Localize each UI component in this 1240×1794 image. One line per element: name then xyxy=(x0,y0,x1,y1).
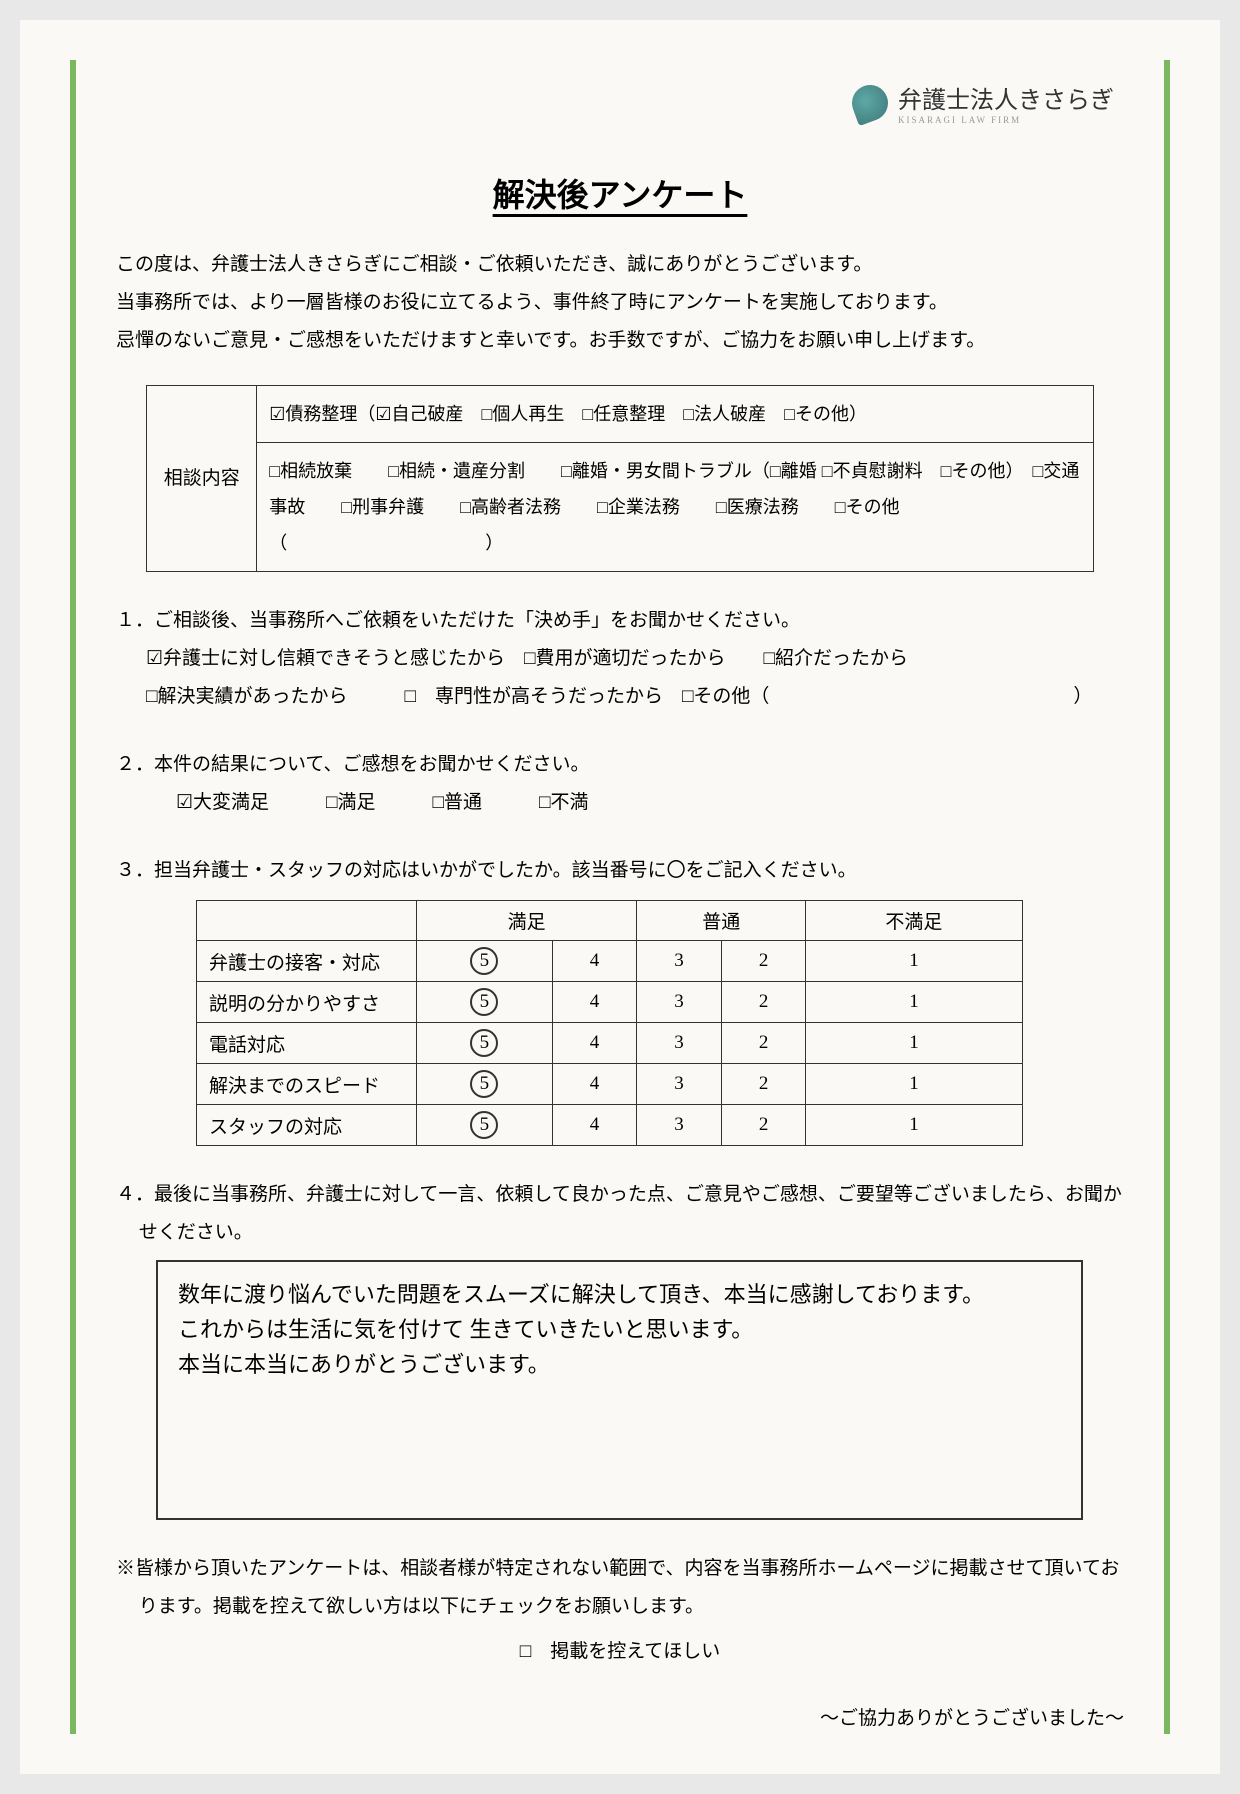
logo-area: 弁護士法人きさらぎ KISARAGI LAW FIRM xyxy=(852,80,1114,125)
rating-row-label: 解決までのスピード xyxy=(197,1064,417,1105)
circled-rating: 5 xyxy=(470,1111,498,1139)
q2-options[interactable]: ☑大変満足 □満足 □普通 □不満 xyxy=(176,784,1124,822)
rating-cell[interactable]: 4 xyxy=(552,1105,637,1146)
consultation-row1[interactable]: ☑債務整理（☑自己破産 □個人再生 □任意整理 □法人破産 □その他） xyxy=(257,386,1094,443)
footer-checkbox[interactable]: □ 掲載を控えてほしい xyxy=(116,1636,1124,1663)
rating-cell[interactable]: 5 xyxy=(417,982,553,1023)
handwritten-line: 数年に渡り悩んでいた問題をスムーズに解決して頂き、本当に感謝しております。 xyxy=(178,1277,1061,1312)
intro-line: この度は、弁護士法人きさらぎにご相談・ご依頼いただき、誠にありがとうございます。 xyxy=(116,246,1124,284)
consultation-table: 相談内容 ☑債務整理（☑自己破産 □個人再生 □任意整理 □法人破産 □その他）… xyxy=(146,385,1094,572)
q1-options-line2[interactable]: □解決実績があったから □ 専門性が高そうだったから □その他（ ） xyxy=(146,678,1124,716)
rating-cell[interactable]: 4 xyxy=(552,1064,637,1105)
rating-cell[interactable]: 5 xyxy=(417,1064,553,1105)
content-border: 弁護士法人きさらぎ KISARAGI LAW FIRM 解決後アンケート この度… xyxy=(70,60,1170,1734)
rating-row-label: スタッフの対応 xyxy=(197,1105,417,1146)
rating-cell[interactable]: 5 xyxy=(417,941,553,982)
thanks-text: ～ご協力ありがとうございました～ xyxy=(116,1703,1124,1730)
logo-text-wrap: 弁護士法人きさらぎ KISARAGI LAW FIRM xyxy=(898,80,1114,125)
rating-row-label: 説明の分かりやすさ xyxy=(197,982,417,1023)
rating-row-label: 弁護士の接客・対応 xyxy=(197,941,417,982)
rating-header: 満足 xyxy=(417,901,637,941)
circled-rating: 5 xyxy=(470,947,498,975)
rating-cell[interactable]: 5 xyxy=(417,1023,553,1064)
rating-cell[interactable]: 1 xyxy=(806,1064,1022,1105)
intro-line: 忌憚のないご意見・ご感想をいただけますと幸いです。お手数ですが、ご協力をお願い申… xyxy=(116,322,1124,360)
circled-rating: 5 xyxy=(470,988,498,1016)
consultation-row2[interactable]: □相続放棄 □相続・遺産分割 □離婚・男女間トラブル（□離婚 □不貞慰謝料 □そ… xyxy=(257,443,1094,572)
rating-cell[interactable]: 3 xyxy=(637,1064,722,1105)
q3-text: ３．担当弁護士・スタッフの対応はいかがでしたか。該当番号に〇をご記入ください。 xyxy=(116,852,1124,890)
q1-text: １．ご相談後、当事務所へご依頼をいただけた「決め手」をお聞かせください。 xyxy=(116,602,1124,640)
rating-cell[interactable]: 1 xyxy=(806,982,1022,1023)
rating-row: 弁護士の接客・対応 5 4321 xyxy=(197,941,1023,982)
comment-box[interactable]: 数年に渡り悩んでいた問題をスムーズに解決して頂き、本当に感謝しております。 これ… xyxy=(156,1260,1083,1520)
rating-cell[interactable]: 3 xyxy=(637,982,722,1023)
q2-text: ２．本件の結果について、ご感想をお聞かせください。 xyxy=(116,746,1124,784)
rating-cell[interactable]: 2 xyxy=(721,1023,806,1064)
rating-row: 解決までのスピード 5 4321 xyxy=(197,1064,1023,1105)
rating-cell[interactable]: 2 xyxy=(721,1064,806,1105)
rating-cell[interactable]: 1 xyxy=(806,941,1022,982)
rating-cell[interactable]: 3 xyxy=(637,1023,722,1064)
company-name: 弁護士法人きさらぎ xyxy=(898,88,1114,114)
q1-options-line1[interactable]: ☑弁護士に対し信頼できそうと感じたから □費用が適切だったから □紹介だったから xyxy=(146,640,1124,678)
rating-cell[interactable]: 3 xyxy=(637,941,722,982)
circled-rating: 5 xyxy=(470,1029,498,1057)
circled-rating: 5 xyxy=(470,1070,498,1098)
rating-header xyxy=(197,901,417,941)
rating-cell[interactable]: 4 xyxy=(552,982,637,1023)
rating-cell[interactable]: 1 xyxy=(806,1023,1022,1064)
footer-note: ※皆様から頂いたアンケートは、相談者様が特定されない範囲で、内容を当事務所ホーム… xyxy=(116,1550,1124,1626)
rating-row: 説明の分かりやすさ 5 4321 xyxy=(197,982,1023,1023)
rating-row: 電話対応 5 4321 xyxy=(197,1023,1023,1064)
rating-header: 不満足 xyxy=(806,901,1022,941)
page: 弁護士法人きさらぎ KISARAGI LAW FIRM 解決後アンケート この度… xyxy=(20,20,1220,1774)
rating-row-label: 電話対応 xyxy=(197,1023,417,1064)
rating-header: 普通 xyxy=(637,901,806,941)
handwritten-line: これからは生活に気を付けて 生きていきたいと思います。 xyxy=(178,1312,1061,1347)
rating-cell[interactable]: 2 xyxy=(721,1105,806,1146)
handwritten-line: 本当に本当にありがとうございます。 xyxy=(178,1347,1061,1382)
rating-row: スタッフの対応 5 4321 xyxy=(197,1105,1023,1146)
intro-text: この度は、弁護士法人きさらぎにご相談・ご依頼いただき、誠にありがとうございます。… xyxy=(116,246,1124,360)
leaf-icon xyxy=(847,79,893,125)
consultation-label: 相談内容 xyxy=(147,386,257,572)
intro-line: 当事務所では、より一層皆様のお役に立てるよう、事件終了時にアンケートを実施してお… xyxy=(116,284,1124,322)
company-subtitle: KISARAGI LAW FIRM xyxy=(898,115,1114,125)
page-title: 解決後アンケート xyxy=(116,170,1124,216)
rating-table: 満足 普通 不満足 弁護士の接客・対応54321説明の分かりやすさ54321電話… xyxy=(196,900,1023,1146)
rating-cell[interactable]: 2 xyxy=(721,941,806,982)
rating-cell[interactable]: 2 xyxy=(721,982,806,1023)
rating-cell[interactable]: 1 xyxy=(806,1105,1022,1146)
rating-header-row: 満足 普通 不満足 xyxy=(197,901,1023,941)
q4-text: ４．最後に当事務所、弁護士に対して一言、依頼して良かった点、ご意見やご感想、ご要… xyxy=(116,1176,1124,1252)
rating-cell[interactable]: 4 xyxy=(552,941,637,982)
rating-cell[interactable]: 5 xyxy=(417,1105,553,1146)
rating-cell[interactable]: 4 xyxy=(552,1023,637,1064)
rating-cell[interactable]: 3 xyxy=(637,1105,722,1146)
